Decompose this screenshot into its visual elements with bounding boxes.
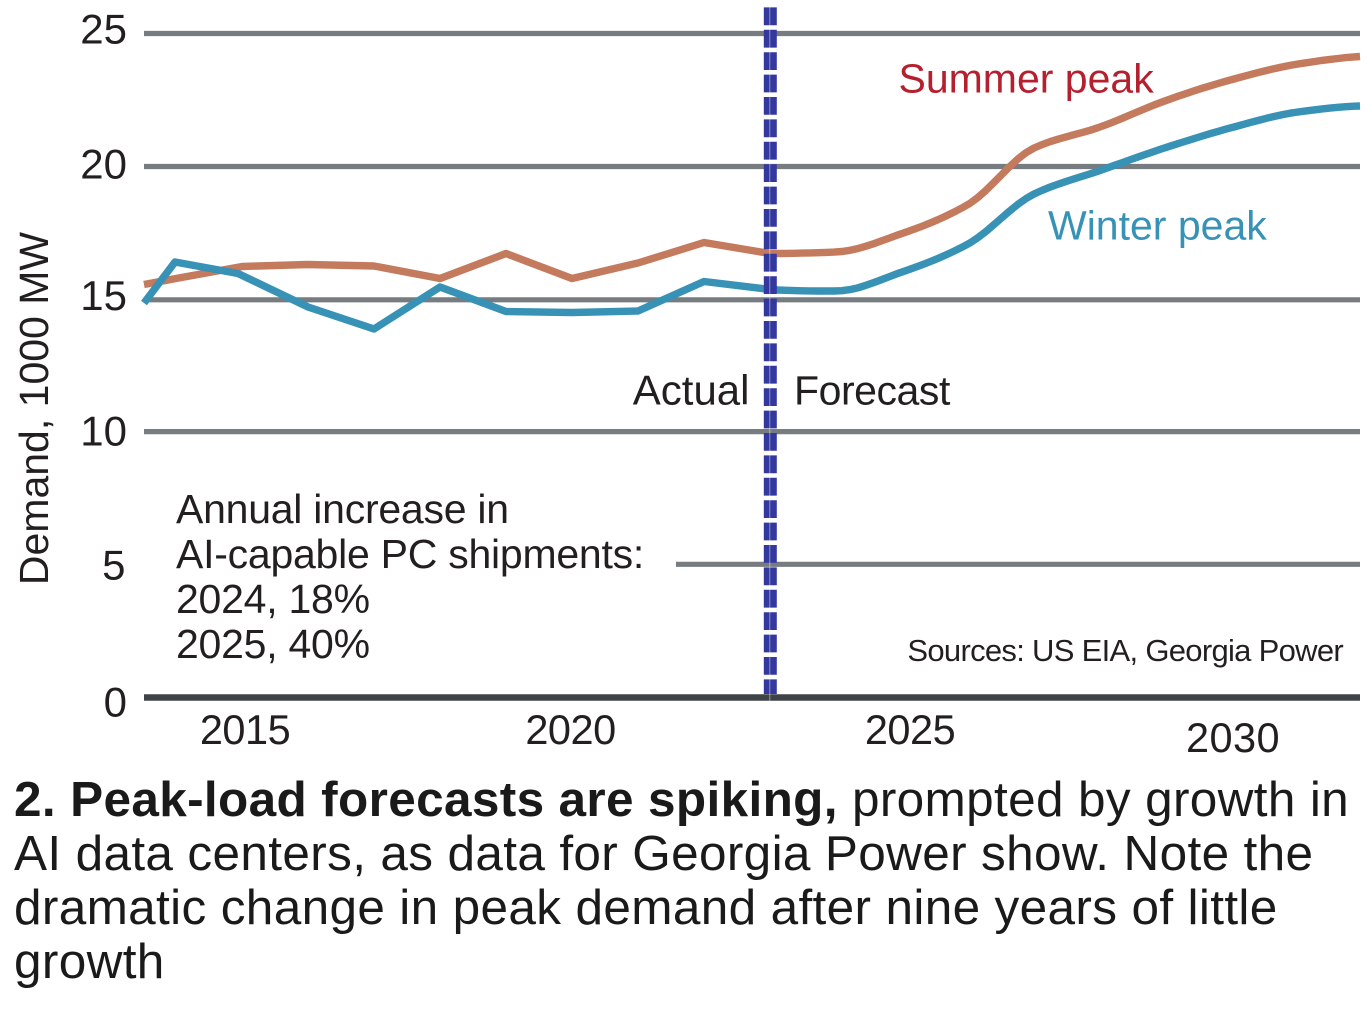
svg-text:2024, 18%: 2024, 18% <box>176 576 370 622</box>
svg-text:2025, 40%: 2025, 40% <box>176 621 370 667</box>
svg-text:Sources: US EIA, Georgia Power: Sources: US EIA, Georgia Power <box>907 633 1343 668</box>
svg-text:AI-capable PC shipments:: AI-capable PC shipments: <box>176 531 644 577</box>
svg-text:15: 15 <box>80 272 127 319</box>
svg-text:2015: 2015 <box>200 706 290 753</box>
svg-text:2025: 2025 <box>865 706 955 753</box>
svg-text:0: 0 <box>104 679 127 726</box>
svg-text:25: 25 <box>80 6 127 53</box>
svg-text:Summer peak: Summer peak <box>899 56 1155 102</box>
svg-text:5: 5 <box>102 542 125 589</box>
svg-text:2020: 2020 <box>525 706 615 753</box>
svg-text:2030: 2030 <box>1186 714 1280 761</box>
svg-text:Annual increase in: Annual increase in <box>176 486 509 532</box>
svg-text:Forecast: Forecast <box>794 368 951 414</box>
svg-text:Actual: Actual <box>633 367 750 414</box>
svg-text:Demand, 1000 MW: Demand, 1000 MW <box>11 232 57 586</box>
svg-text:Winter peak: Winter peak <box>1048 203 1267 249</box>
svg-text:10: 10 <box>80 408 127 455</box>
svg-text:20: 20 <box>80 140 127 187</box>
